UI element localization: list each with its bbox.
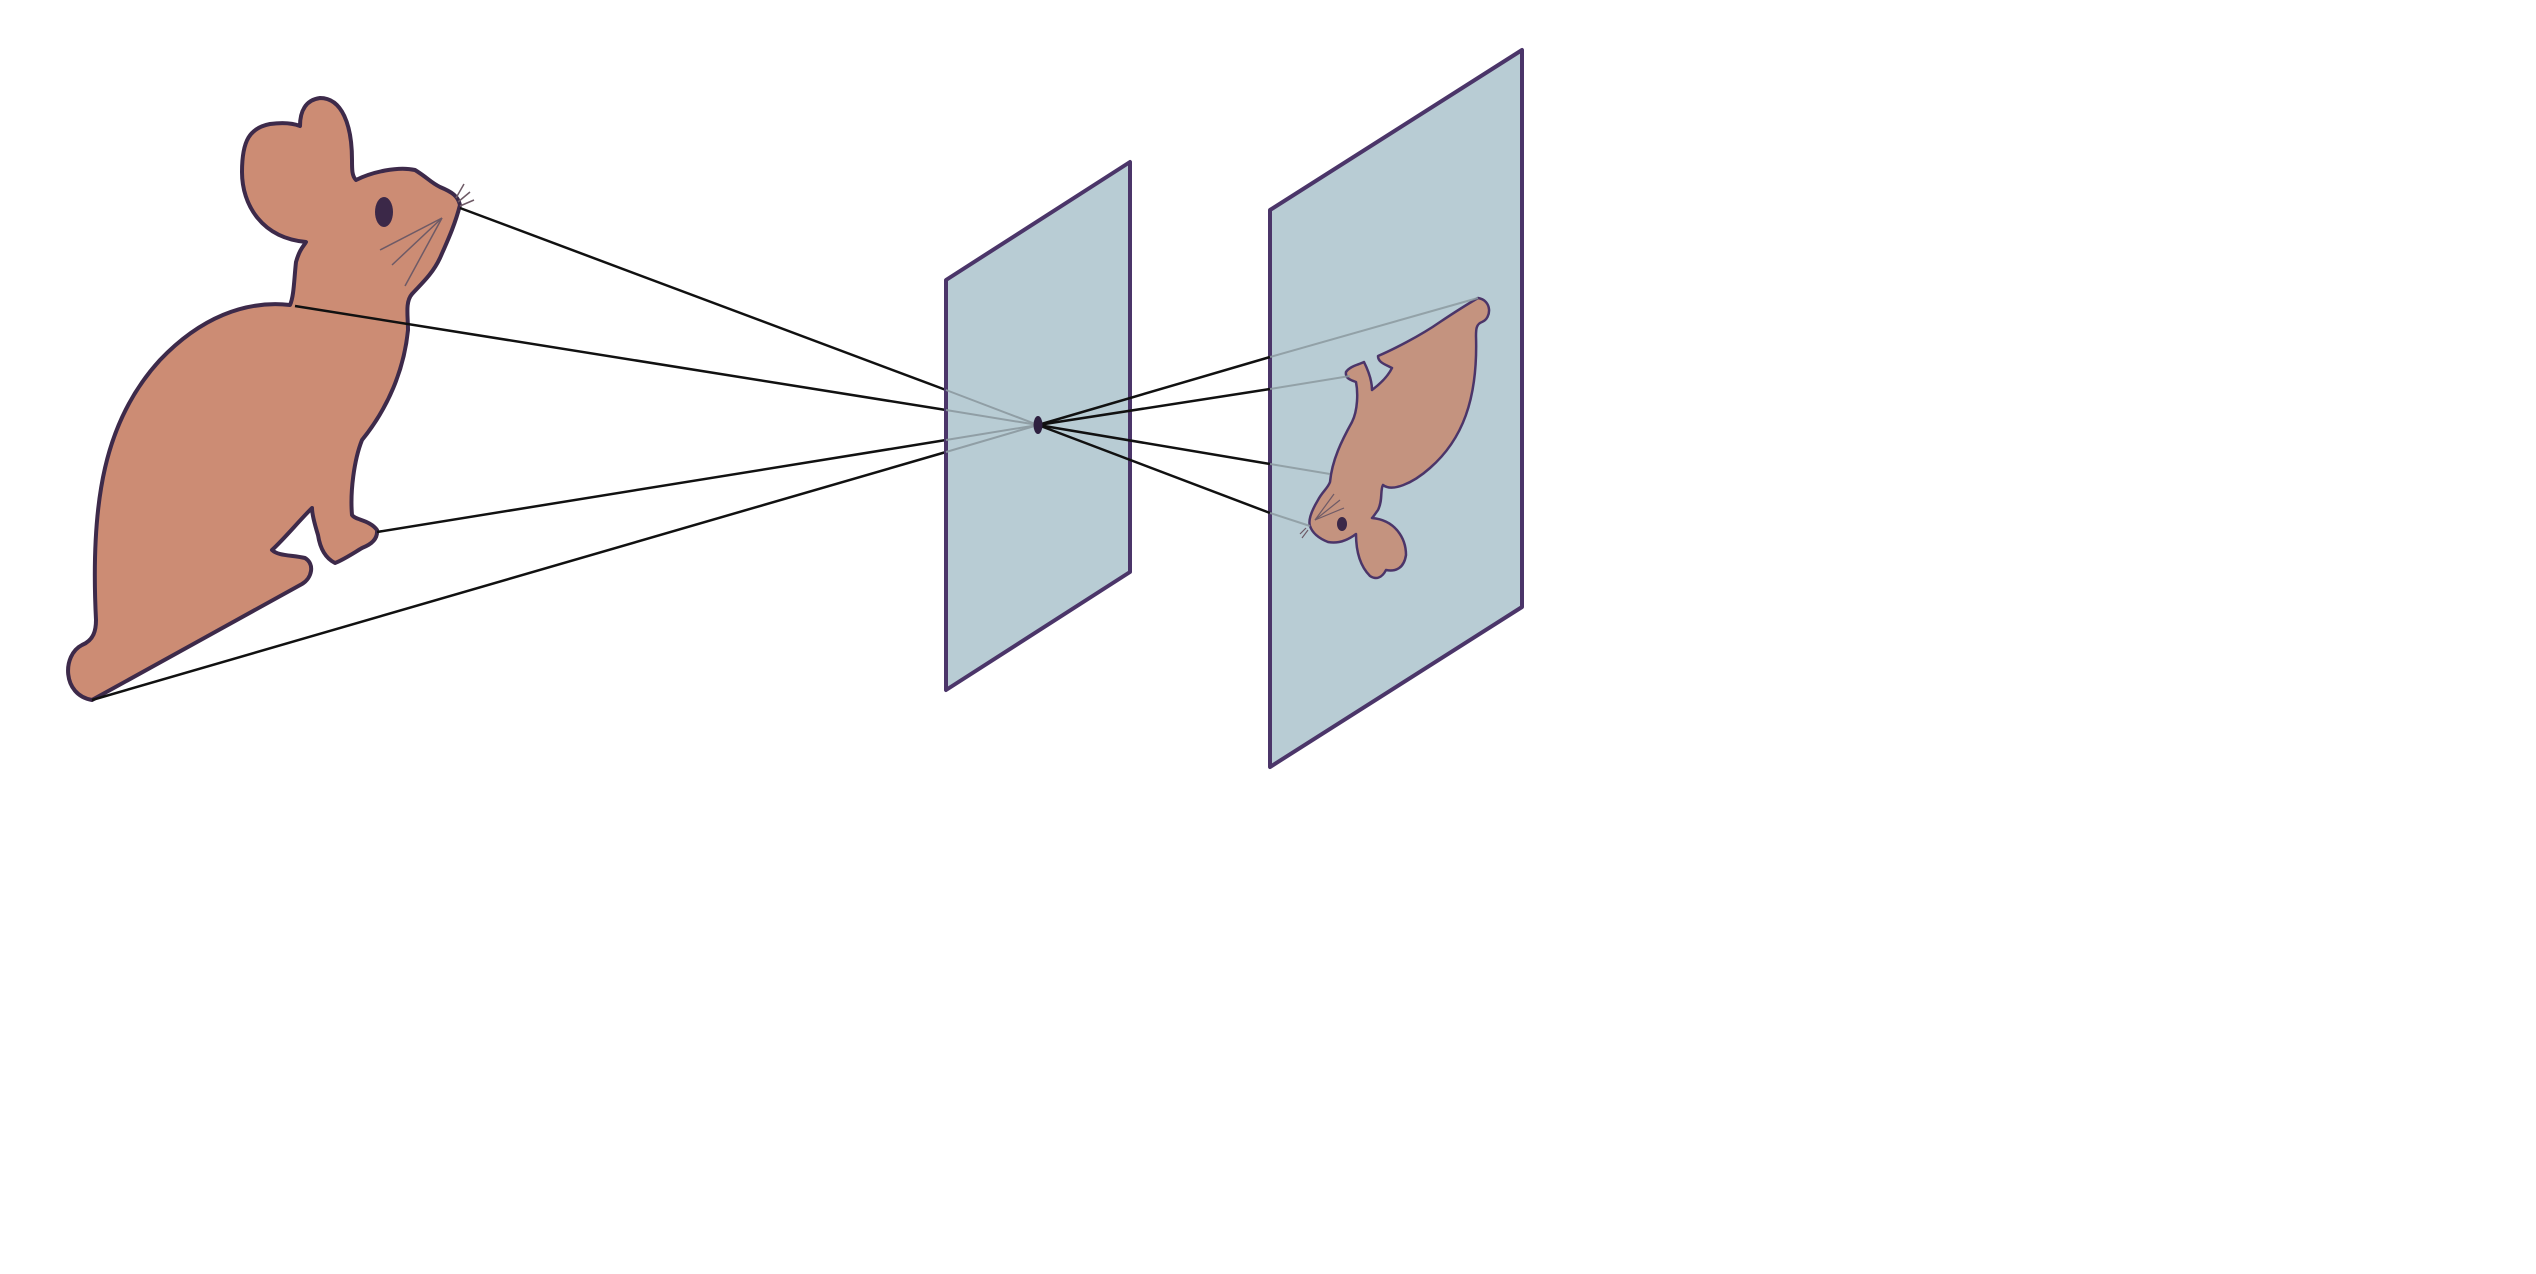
rabbit-eye [375,197,393,227]
projection-rays-image-side [1037,355,1271,515]
inverted-rabbit-whiskers [1299,493,1345,539]
ray-neck [294,304,947,412]
ray-tail [91,450,947,702]
rabbit-whiskers [379,183,475,287]
ray-nose [459,206,947,392]
projection-rays-object-side [91,206,947,702]
pinhole [1033,416,1043,434]
inverted-image-rabbit [1299,296,1491,580]
object-rabbit [66,96,475,702]
inverted-rabbit-eye [1337,517,1347,531]
inverted-rabbit-body [1308,296,1491,580]
rabbit-body [66,96,462,702]
projection-rays-faded [945,389,1039,453]
projection-rays-on-image-plane [1269,297,1479,527]
ray-foot [376,438,947,534]
